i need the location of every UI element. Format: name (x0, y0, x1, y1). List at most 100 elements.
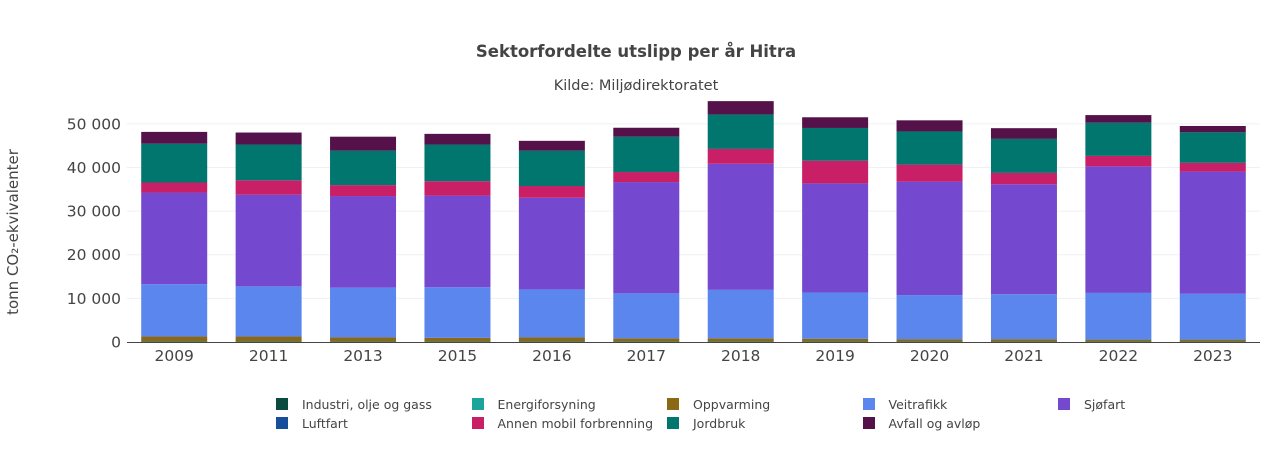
bar-segment[interactable] (707, 148, 774, 164)
bar-segment[interactable] (518, 197, 585, 290)
bar-segment[interactable] (518, 289, 585, 338)
bar-segment[interactable] (235, 144, 302, 181)
bar-segment[interactable] (330, 136, 397, 151)
bar-segment[interactable] (1179, 293, 1246, 340)
bar-segment[interactable] (235, 194, 302, 287)
legend-item[interactable]: Avfall og avløp (862, 414, 981, 432)
bar-segment[interactable] (990, 128, 1057, 139)
bar-segment[interactable] (1085, 155, 1152, 167)
bar-segment[interactable] (1179, 171, 1246, 294)
legend-label: Veitrafikk (888, 396, 948, 412)
bar-segment[interactable] (518, 140, 585, 151)
bar-segment[interactable] (424, 133, 491, 145)
bar-segment[interactable] (613, 136, 680, 173)
bar-segment[interactable] (424, 195, 491, 288)
x-tick-label: 2017 (627, 347, 666, 365)
bar-segment[interactable] (707, 338, 774, 342)
bar-segment[interactable] (990, 172, 1057, 185)
y-tick-label: 20 000 (67, 246, 121, 264)
bar-segment[interactable] (235, 286, 302, 337)
bar-segment[interactable] (518, 186, 585, 198)
bar-segment[interactable] (424, 144, 491, 182)
bar-segment[interactable] (330, 196, 397, 288)
bar-segment[interactable] (141, 284, 208, 337)
bar-segment[interactable] (707, 101, 774, 115)
chart-title: Sektorfordelte utslipp per år Hitra (475, 42, 797, 61)
bar-segment[interactable] (1179, 126, 1246, 133)
bar-segment[interactable] (1085, 166, 1152, 293)
legend-item[interactable]: Veitrafikk (862, 395, 948, 413)
bar-segment[interactable] (235, 132, 302, 145)
bar-segment[interactable] (613, 127, 680, 137)
bar-segment[interactable] (518, 337, 585, 342)
legend-label: Avfall og avløp (888, 415, 981, 431)
legend-item[interactable]: Jordbruk (667, 414, 745, 432)
axes: 0 10 000 20 000 30 000 40 000 50 000 2009 2011 2… (67, 115, 1260, 365)
bar-segment[interactable] (141, 131, 208, 144)
bar-segment[interactable] (802, 338, 869, 342)
bar-segment[interactable] (141, 192, 208, 285)
x-tick-label: 2015 (438, 347, 477, 365)
bar-segment[interactable] (1179, 132, 1246, 163)
bar-segment[interactable] (613, 182, 680, 294)
legend-item[interactable]: Sjøfart (1058, 395, 1125, 413)
bar-segment[interactable] (141, 182, 208, 193)
legend-item[interactable]: Oppvarming (667, 395, 770, 413)
bar-segment[interactable] (424, 181, 491, 196)
bar-segment[interactable] (518, 150, 585, 186)
bar-segment[interactable] (802, 117, 869, 128)
legend-swatch (471, 417, 484, 429)
bar-segment[interactable] (1085, 115, 1152, 123)
bars (141, 101, 1246, 342)
bar-segment[interactable] (990, 138, 1057, 173)
bar-segment[interactable] (330, 287, 397, 338)
x-tick-label: 2019 (815, 347, 854, 365)
legend-item[interactable]: Annen mobil forbrenning (471, 414, 653, 432)
bar-segment[interactable] (1085, 292, 1152, 340)
bar-segment[interactable] (424, 337, 491, 342)
bar-segment[interactable] (330, 150, 397, 186)
bar-segment[interactable] (896, 339, 963, 342)
bar-segment[interactable] (613, 172, 680, 183)
legend-item[interactable]: Industri, olje og gass (276, 395, 432, 413)
bar-segment[interactable] (990, 184, 1057, 295)
bar-segment[interactable] (235, 336, 302, 342)
legend-label: Energiforsyning (497, 396, 596, 412)
x-tick-label: 2016 (532, 347, 571, 365)
bar-segment[interactable] (990, 294, 1057, 340)
legend-swatch (276, 398, 288, 410)
legend-label: Sjøfart (1084, 396, 1126, 412)
x-tick-label: 2011 (249, 347, 288, 365)
bar-segment[interactable] (707, 163, 774, 290)
bar-segment[interactable] (613, 293, 680, 339)
bar-segment[interactable] (1085, 339, 1152, 342)
bar-segment[interactable] (330, 185, 397, 197)
bar-segment[interactable] (896, 181, 963, 296)
y-tick-label: 30 000 (67, 203, 121, 221)
bar-segment[interactable] (1085, 122, 1152, 156)
bar-segment[interactable] (424, 287, 491, 338)
legend-item[interactable]: Energiforsyning (471, 395, 596, 413)
bar-segment[interactable] (802, 292, 869, 339)
bar-segment[interactable] (707, 114, 774, 149)
bar-segment[interactable] (802, 160, 869, 184)
bar-segment[interactable] (1179, 162, 1246, 172)
bar-segment[interactable] (707, 289, 774, 339)
bar-segment[interactable] (613, 338, 680, 342)
legend-item[interactable]: Luftfart (276, 414, 348, 432)
bar-segment[interactable] (896, 295, 963, 340)
bar-segment[interactable] (330, 337, 397, 342)
bar-segment[interactable] (141, 336, 208, 342)
bar-segment[interactable] (235, 180, 302, 195)
bar-segment[interactable] (802, 127, 869, 161)
bar-segment[interactable] (990, 339, 1057, 342)
bar-segment[interactable] (141, 143, 208, 183)
bar-segment[interactable] (896, 164, 963, 182)
bar-segment[interactable] (802, 183, 869, 293)
bar-segment[interactable] (896, 120, 963, 132)
bar-segment[interactable] (1179, 339, 1246, 342)
bar-segment[interactable] (896, 131, 963, 165)
y-tick-label: 0 (111, 334, 121, 352)
legend-swatch (276, 417, 288, 429)
legend-label: Oppvarming (693, 396, 771, 412)
